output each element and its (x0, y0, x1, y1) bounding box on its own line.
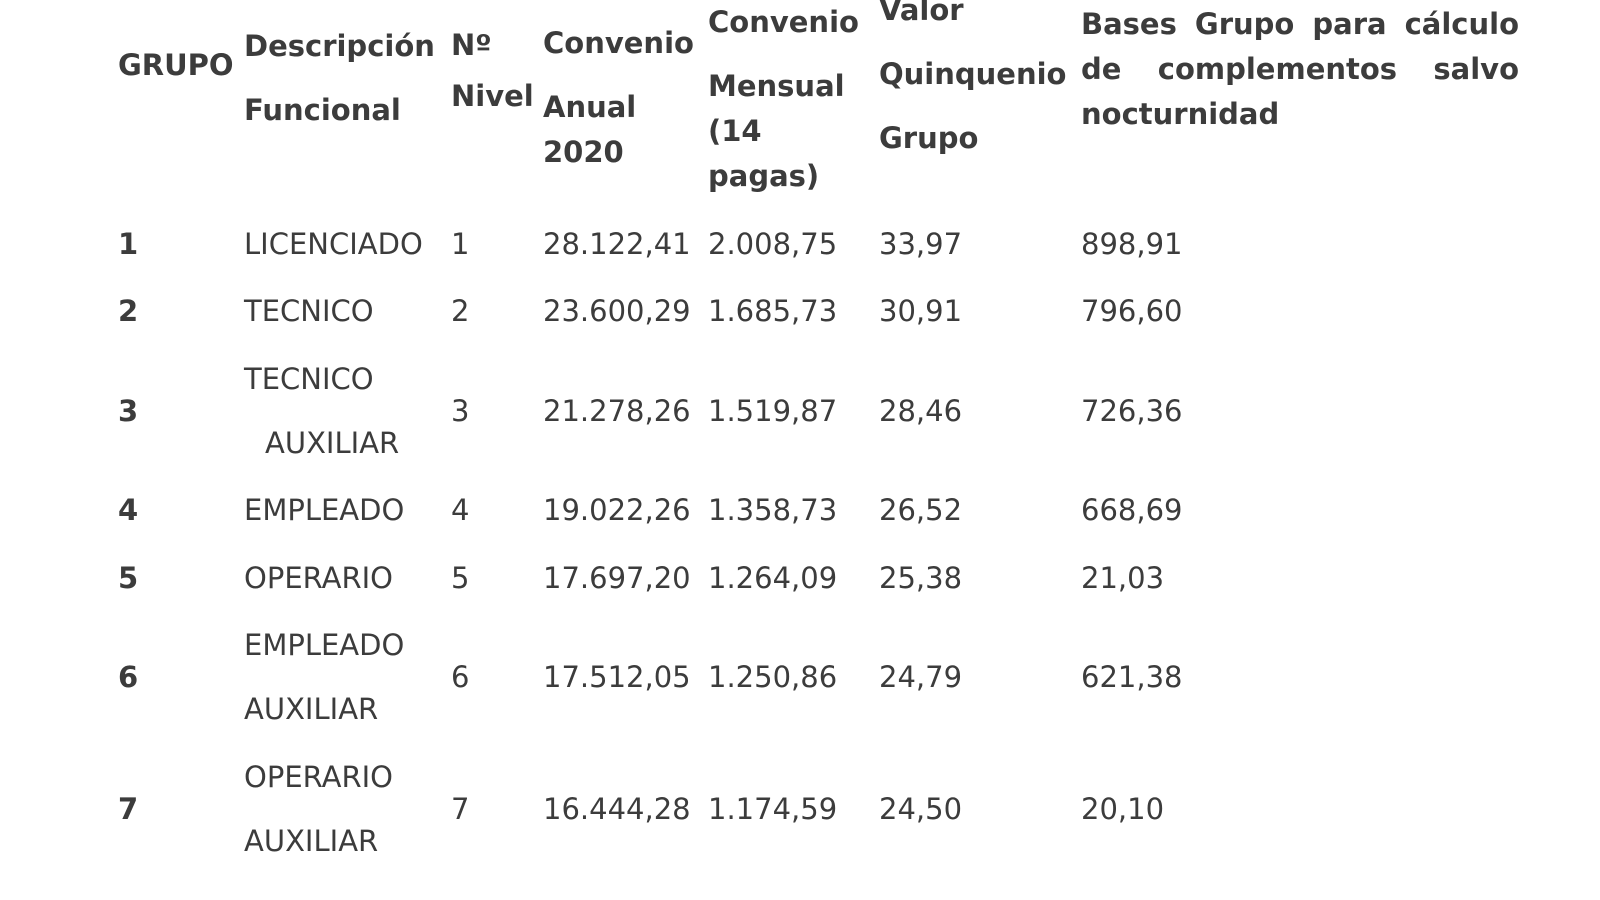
cell-grupo: 3 (118, 394, 139, 428)
header-mensual-line: Mensual (708, 69, 845, 103)
header-anual-line: Anual (543, 90, 637, 124)
cell-grupo: 7 (118, 792, 139, 826)
cell-nivel: 2 (451, 294, 470, 328)
header-valor-quinquenio: Valor Quinquenio Grupo (879, 0, 1066, 170)
cell-convenio-mensual: 1.264,09 (708, 561, 838, 595)
cell-nivel: 6 (451, 660, 470, 694)
header-nivel-line: Nº (451, 28, 492, 62)
cell-nivel: 7 (451, 792, 470, 826)
header-anual-line: Convenio (543, 26, 694, 60)
header-descripcion-funcional: Descripción Funcional (244, 14, 435, 142)
cell-convenio-mensual: 1.358,73 (708, 493, 838, 527)
cell-descripcion: EMPLEADO (244, 628, 405, 662)
cell-quinquenio: 30,91 (879, 294, 963, 328)
cell-nivel: 3 (451, 394, 470, 428)
header-quinquenio-line: Quinquenio (879, 57, 1067, 91)
cell-bases: 726,36 (1081, 394, 1183, 428)
cell-bases: 668,69 (1081, 493, 1183, 527)
header-mensual-line: (14 (708, 114, 762, 148)
cell-bases: 20,10 (1081, 792, 1165, 826)
header-mensual-line: pagas) (708, 159, 820, 193)
cell-grupo: 6 (118, 660, 139, 694)
cell-convenio-anual: 19.022,26 (543, 493, 691, 527)
cell-descripcion: TECNICO (244, 294, 374, 328)
cell-descripcion: AUXILIAR (244, 692, 379, 726)
header-bases-grupo: Bases Grupo para cálculo de complementos… (1081, 7, 1519, 131)
cell-convenio-anual: 16.444,28 (543, 792, 691, 826)
cell-quinquenio: 33,97 (879, 227, 963, 261)
cell-quinquenio: 24,50 (879, 792, 963, 826)
header-descripcion-line: Descripción (244, 29, 435, 63)
cell-convenio-mensual: 1.250,86 (708, 660, 838, 694)
cell-convenio-anual: 17.512,05 (543, 660, 691, 694)
cell-convenio-mensual: 1.519,87 (708, 394, 838, 428)
header-mensual-line: Convenio (708, 5, 859, 39)
header-quinquenio-line: Grupo (879, 121, 979, 155)
header-nivel-line: Nivel (451, 79, 534, 113)
cell-convenio-mensual: 2.008,75 (708, 227, 838, 261)
cell-descripcion: AUXILIAR (244, 824, 379, 858)
cell-convenio-mensual: 1.174,59 (708, 792, 838, 826)
cell-bases: 21,03 (1081, 561, 1165, 595)
cell-bases: 796,60 (1081, 294, 1183, 328)
cell-convenio-anual: 21.278,26 (543, 394, 691, 428)
header-nivel: Nº Nivel (451, 20, 534, 122)
cell-nivel: 4 (451, 493, 470, 527)
cell-descripcion: TECNICO (244, 362, 374, 396)
cell-descripcion: LICENCIADO (244, 227, 423, 261)
cell-quinquenio: 24,79 (879, 660, 963, 694)
cell-bases: 621,38 (1081, 660, 1183, 694)
cell-nivel: 1 (451, 227, 470, 261)
header-grupo: GRUPO (118, 48, 234, 82)
cell-grupo: 4 (118, 493, 139, 527)
cell-grupo: 2 (118, 294, 139, 328)
header-anual-line: 2020 (543, 135, 624, 169)
cell-bases: 898,91 (1081, 227, 1183, 261)
cell-convenio-anual: 17.697,20 (543, 561, 691, 595)
cell-convenio-anual: 23.600,29 (543, 294, 691, 328)
header-descripcion-line: Funcional (244, 93, 401, 127)
cell-descripcion: OPERARIO (244, 760, 393, 794)
cell-descripcion: OPERARIO (244, 561, 393, 595)
cell-descripcion: AUXILIAR (265, 426, 400, 460)
cell-quinquenio: 28,46 (879, 394, 963, 428)
cell-descripcion: EMPLEADO (244, 493, 405, 527)
cell-grupo: 1 (118, 227, 139, 261)
header-quinquenio-line: Valor (879, 0, 964, 27)
cell-convenio-mensual: 1.685,73 (708, 294, 838, 328)
cell-quinquenio: 25,38 (879, 561, 963, 595)
header-convenio-mensual: Convenio Mensual (14 pagas) (708, 0, 859, 199)
cell-quinquenio: 26,52 (879, 493, 963, 527)
header-convenio-anual: Convenio Anual 2020 (543, 21, 694, 175)
cell-nivel: 5 (451, 561, 470, 595)
cell-convenio-anual: 28.122,41 (543, 227, 691, 261)
cell-grupo: 5 (118, 561, 139, 595)
